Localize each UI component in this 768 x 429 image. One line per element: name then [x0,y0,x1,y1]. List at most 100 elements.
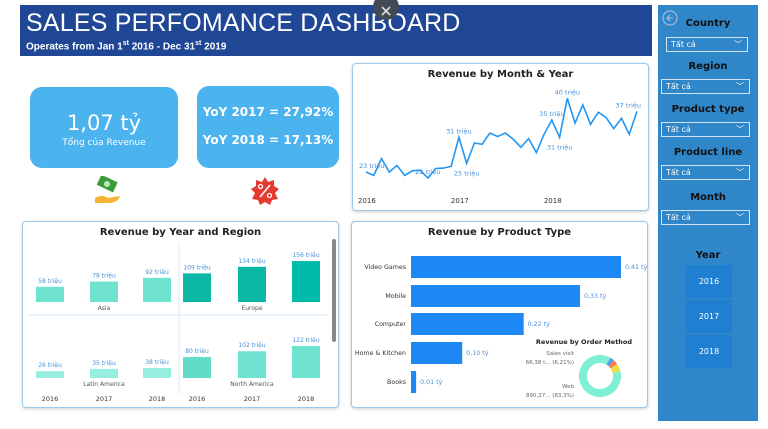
data-label: 31 triệu [446,127,471,135]
data-label: 156 triệu [292,252,320,259]
filter-dropdown-region[interactable]: Tất cả ﹀ [661,79,750,94]
x-tick-label: 2018 [298,395,315,403]
donut-label-name: Web [562,384,574,390]
data-label: 0,41 tỷ [625,262,647,271]
filter-label-country: Country [685,18,731,29]
data-label: 38 triệu [145,359,169,366]
x-tick-label: 2018 [149,395,166,403]
region-label: Latin America [83,381,125,388]
header-banner: SALES PERFOMANCE DASHBOARD Operates from… [20,5,652,56]
dropdown-value: Tất cả [671,40,696,49]
data-label: 122 triệu [292,337,320,344]
revenue-line [365,98,638,180]
data-label: 26 triệu [38,362,62,369]
close-icon[interactable] [373,0,399,20]
chevron-down-icon: ﹀ [736,125,744,134]
back-arrow-icon[interactable] [662,10,678,26]
chevron-down-icon: ﹀ [736,213,744,222]
year-button-2018[interactable]: 2018 [686,335,732,368]
filter-dropdown-country[interactable]: Tất cả ﹀ [666,37,748,52]
category-label: Video Games [364,264,406,271]
data-label: 80 triệu [185,348,209,355]
region-label: North America [230,381,274,388]
data-label: 78 triệu [92,273,116,280]
x-tick-label: 2016 [358,197,376,205]
money-hand-icon [95,176,120,203]
donut-title: Revenue by Order Method [536,338,632,346]
yoy-2018: YoY 2018 = 17,13% [202,133,334,147]
yoy-2017: YoY 2017 = 27,92% [202,105,334,119]
chevron-down-icon: ﹀ [736,168,744,177]
yoy-card: YoY 2017 = 27,92% YoY 2018 = 17,13% [197,86,339,168]
data-label: 92 triệu [145,269,169,276]
year-button-2016[interactable]: 2016 [686,265,732,298]
bar [411,342,463,364]
bar [411,371,417,393]
bar [90,281,118,302]
filter-label-product-line: Product line [673,147,743,158]
dropdown-value: Tất cả [666,82,691,91]
chart-title: Revenue by Product Type [427,227,572,238]
bar [292,345,320,378]
filter-label-region: Region [688,61,728,72]
chart-title: Revenue by Year and Region [99,227,262,238]
data-label: 35 triệu [539,110,564,118]
data-label: 22 triệu [415,168,440,176]
year-label: Year [695,250,721,261]
data-label: 102 triệu [238,342,266,349]
data-label: 58 triệu [38,278,62,285]
filter-dropdown-product-line[interactable]: Tất cả ﹀ [661,165,750,180]
category-label: Books [387,379,406,386]
data-label: 35 triệu [92,360,116,367]
x-tick-label: 2017 [96,395,113,403]
data-label: 37 triệu [616,101,641,109]
revenue-by-region-chart: Revenue by Year and Region 58 triệu 78 tr… [22,221,339,408]
line-plot: 23 triệu 22 triệu 31 triệu 25 triệu 35 triệu… [358,88,641,205]
page-subtitle: Operates from Jan 1st 2016 - Dec 31st 20… [26,40,227,53]
category-label: Computer [375,321,407,328]
year-button-2017[interactable]: 2017 [686,300,732,333]
donut-label-value: 66,38 t... (6,21%) [526,360,574,366]
x-tick-label: 2016 [42,395,59,403]
donut-label-name: Sales visit [546,351,575,357]
total-revenue-label: Tổng của Revenue [62,138,146,148]
filter-dropdown-product-type[interactable]: Tất cả ﹀ [661,122,750,137]
data-label: 134 triệu [238,258,266,265]
filter-dropdown-month[interactable]: Tất cả ﹀ [661,210,750,225]
bar [143,368,171,378]
filter-label-product-type: Product type [671,104,745,115]
donut-slice [579,355,621,397]
bar [238,266,266,302]
bar [36,371,64,378]
data-label: 31 triệu [547,143,572,151]
donut-slice [608,360,618,369]
data-label: 0,33 tỷ [584,291,606,300]
bar [411,285,581,307]
dropdown-value: Tất cả [666,168,691,177]
region-label: Asia [98,305,111,312]
data-label: 0,22 tỷ [528,319,550,328]
bar [36,286,64,302]
data-label: 40 triệu [555,88,580,96]
category-label: Home & Kitchen [355,350,406,357]
x-tick-label: 2016 [189,395,206,403]
percent-badge-icon [251,177,279,205]
revenue-by-product-chart: Revenue by Product Type Video Games 0,41 … [351,221,648,408]
filter-sidebar: Country Tất cả ﹀ Region Tất cả ﹀ Product typ… [658,5,758,421]
total-revenue-value: 1,07 tỷ [66,111,142,135]
bar [238,351,266,378]
dropdown-value: Tất cả [666,213,691,222]
data-label: 0,10 tỷ [466,348,488,357]
scrollbar[interactable] [332,239,336,342]
bar [90,368,118,378]
chart-title: Revenue by Month & Year [427,69,574,80]
x-tick-label: 2018 [544,197,562,205]
revenue-by-month-chart: Revenue by Month & Year 23 triệu 22 triệu… [352,63,649,211]
data-label: 0,01 tỷ [420,377,442,386]
bar [411,313,524,335]
bar [411,256,621,278]
bar [292,261,320,302]
data-label: 23 triệu [359,162,384,170]
data-label: 109 triệu [183,264,211,271]
donut-slice [603,355,611,365]
